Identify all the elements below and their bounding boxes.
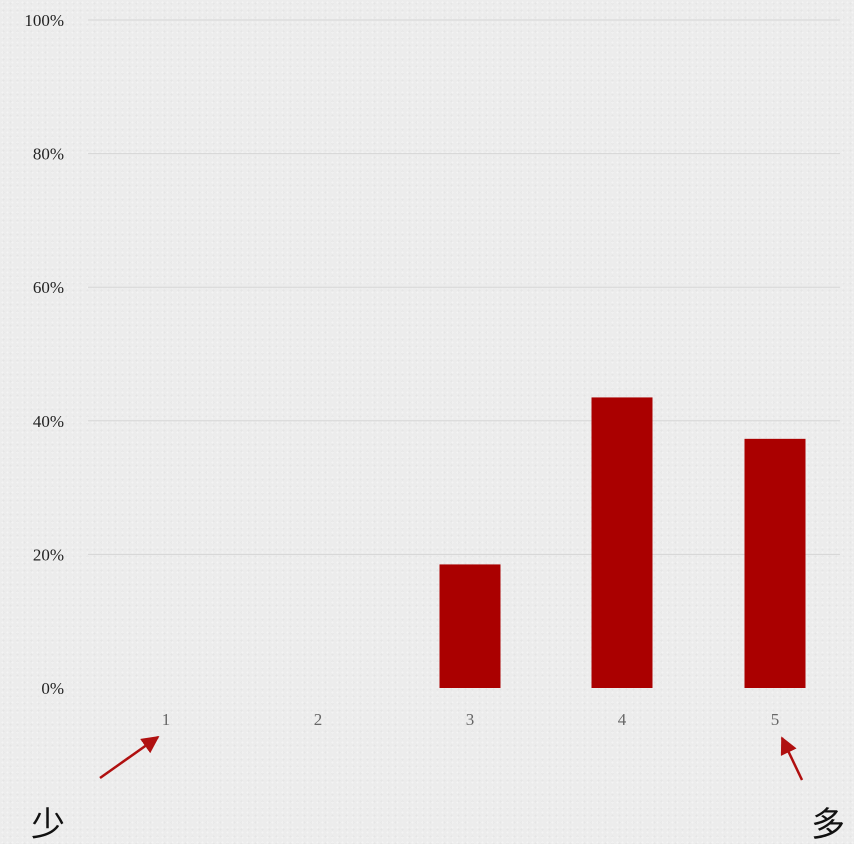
y-axis: 0% 20% 40% 60% 80% 100% [24,11,64,698]
bars [439,397,806,688]
bar-5 [744,438,806,688]
y-tick-label: 0% [41,679,64,698]
y-tick-label: 100% [24,11,64,30]
y-tick-label: 80% [33,145,64,164]
bar-3 [439,564,501,688]
x-tick-label: 1 [162,710,171,729]
x-tick-label: 5 [771,710,780,729]
x-tick-label: 4 [618,710,627,729]
annotation-arrow [99,735,160,780]
y-tick-label: 40% [33,412,64,431]
x-axis: 1 2 3 4 5 [162,710,780,729]
bar-4 [591,397,653,688]
x-tick-label: 2 [314,710,323,729]
x-tick-label: 3 [466,710,475,729]
y-tick-label: 60% [33,278,64,297]
y-tick-label: 20% [33,545,64,564]
annotation-arrow [780,736,804,781]
gridlines [88,19,840,555]
annotations: 少多 [31,735,845,844]
annotation-label: 少 [31,805,65,844]
annotation-label: 多 [811,805,845,844]
